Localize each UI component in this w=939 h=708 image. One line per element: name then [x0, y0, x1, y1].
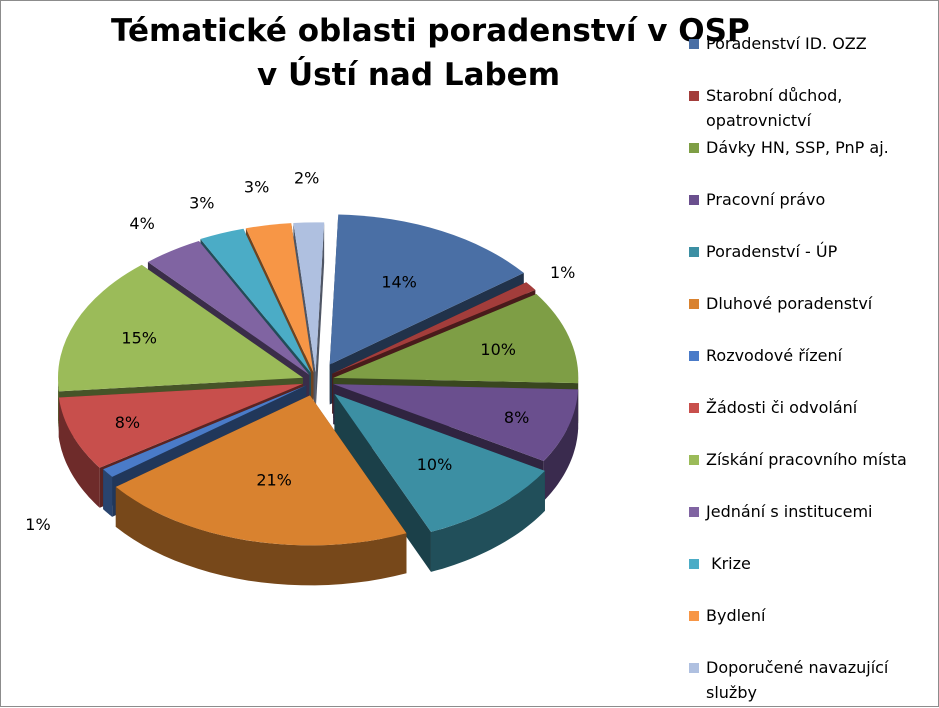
legend-swatch — [689, 143, 699, 153]
legend-swatch — [689, 39, 699, 49]
legend-swatch — [689, 507, 699, 517]
legend-swatch — [689, 403, 699, 413]
data-label-4: 10% — [417, 455, 453, 474]
legend-swatch — [689, 611, 699, 621]
legend-label: Poradenství - ÚP — [706, 239, 931, 264]
data-label-6: 1% — [25, 515, 50, 534]
legend-swatch — [689, 299, 699, 309]
legend-label: Rozvodové řízení — [706, 343, 931, 368]
data-label-9: 4% — [129, 214, 154, 233]
legend-label: Jednání s institucemi — [706, 499, 931, 524]
data-label-8: 15% — [121, 329, 157, 348]
legend-label: Žádosti či odvolání — [706, 395, 931, 420]
slice-side-6 — [103, 469, 112, 517]
legend-swatch — [689, 195, 699, 205]
legend-label: Pracovní právo — [706, 187, 931, 212]
data-label-5: 21% — [256, 471, 292, 490]
data-label-2: 10% — [480, 340, 516, 359]
data-label-11: 3% — [244, 178, 269, 197]
legend-swatch — [689, 247, 699, 257]
data-label-12: 2% — [294, 168, 319, 187]
legend-label: Starobní důchod, opatrovnictví — [706, 83, 931, 133]
slice-tops — [58, 215, 578, 546]
legend-label: Bydlení — [706, 603, 931, 628]
data-label-0: 14% — [381, 273, 417, 292]
data-label-1: 1% — [550, 263, 575, 282]
legend-label: Krize — [706, 551, 931, 576]
data-label-10: 3% — [189, 194, 214, 213]
legend-label: Získání pracovního místa — [706, 447, 931, 472]
legend-label: Dluhové poradenství — [706, 291, 931, 316]
legend-swatch — [689, 663, 699, 673]
legend-label: Dávky HN, SSP, PnP aj. — [706, 135, 931, 160]
legend-swatch — [689, 351, 699, 361]
legend-label: Poradenství ID. OZZ — [706, 31, 931, 56]
legend-label: Doporučené navazující služby — [706, 655, 931, 705]
legend-swatch — [689, 559, 699, 569]
data-label-7: 8% — [115, 413, 140, 432]
legend-swatch — [689, 91, 699, 101]
data-label-3: 8% — [504, 408, 529, 427]
legend-swatch — [689, 455, 699, 465]
